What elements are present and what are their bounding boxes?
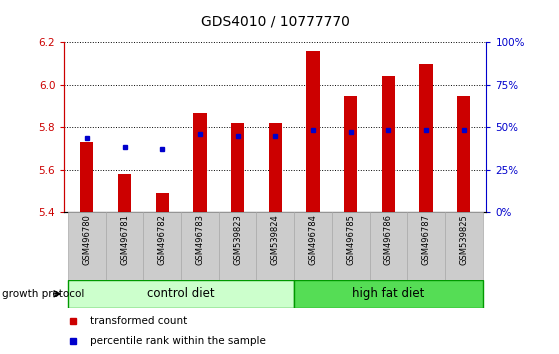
- Bar: [445, 212, 482, 280]
- Text: GSM496786: GSM496786: [384, 215, 393, 266]
- Text: GDS4010 / 10777770: GDS4010 / 10777770: [201, 14, 350, 28]
- Bar: [193, 113, 206, 212]
- Bar: [106, 212, 144, 280]
- Text: GSM496784: GSM496784: [309, 215, 318, 265]
- Bar: [144, 212, 181, 280]
- Bar: [118, 174, 131, 212]
- Text: high fat diet: high fat diet: [352, 287, 424, 300]
- Text: GSM496781: GSM496781: [120, 215, 129, 265]
- Text: GSM539824: GSM539824: [271, 215, 280, 265]
- Bar: [382, 76, 395, 212]
- Text: GSM496782: GSM496782: [158, 215, 167, 265]
- Bar: [219, 212, 257, 280]
- Text: GSM496787: GSM496787: [421, 215, 430, 266]
- Bar: [257, 212, 294, 280]
- Bar: [369, 212, 407, 280]
- Text: growth protocol: growth protocol: [2, 289, 84, 299]
- Text: GSM496780: GSM496780: [82, 215, 91, 265]
- Bar: [231, 123, 244, 212]
- Bar: [68, 212, 106, 280]
- Text: control diet: control diet: [147, 287, 215, 300]
- Text: GSM539823: GSM539823: [233, 215, 242, 265]
- Text: transformed count: transformed count: [89, 316, 187, 326]
- Bar: [294, 212, 332, 280]
- Bar: [344, 96, 357, 212]
- Bar: [419, 64, 433, 212]
- Text: GSM496783: GSM496783: [196, 215, 205, 266]
- Bar: [306, 51, 320, 212]
- Bar: [407, 212, 445, 280]
- Bar: [294, 280, 482, 308]
- Bar: [269, 123, 282, 212]
- Bar: [155, 193, 169, 212]
- Bar: [181, 212, 219, 280]
- Bar: [68, 280, 294, 308]
- Text: GSM539825: GSM539825: [459, 215, 468, 265]
- Bar: [457, 96, 470, 212]
- Text: percentile rank within the sample: percentile rank within the sample: [89, 336, 266, 346]
- Bar: [80, 142, 93, 212]
- Bar: [332, 212, 369, 280]
- Text: GSM496785: GSM496785: [346, 215, 355, 265]
